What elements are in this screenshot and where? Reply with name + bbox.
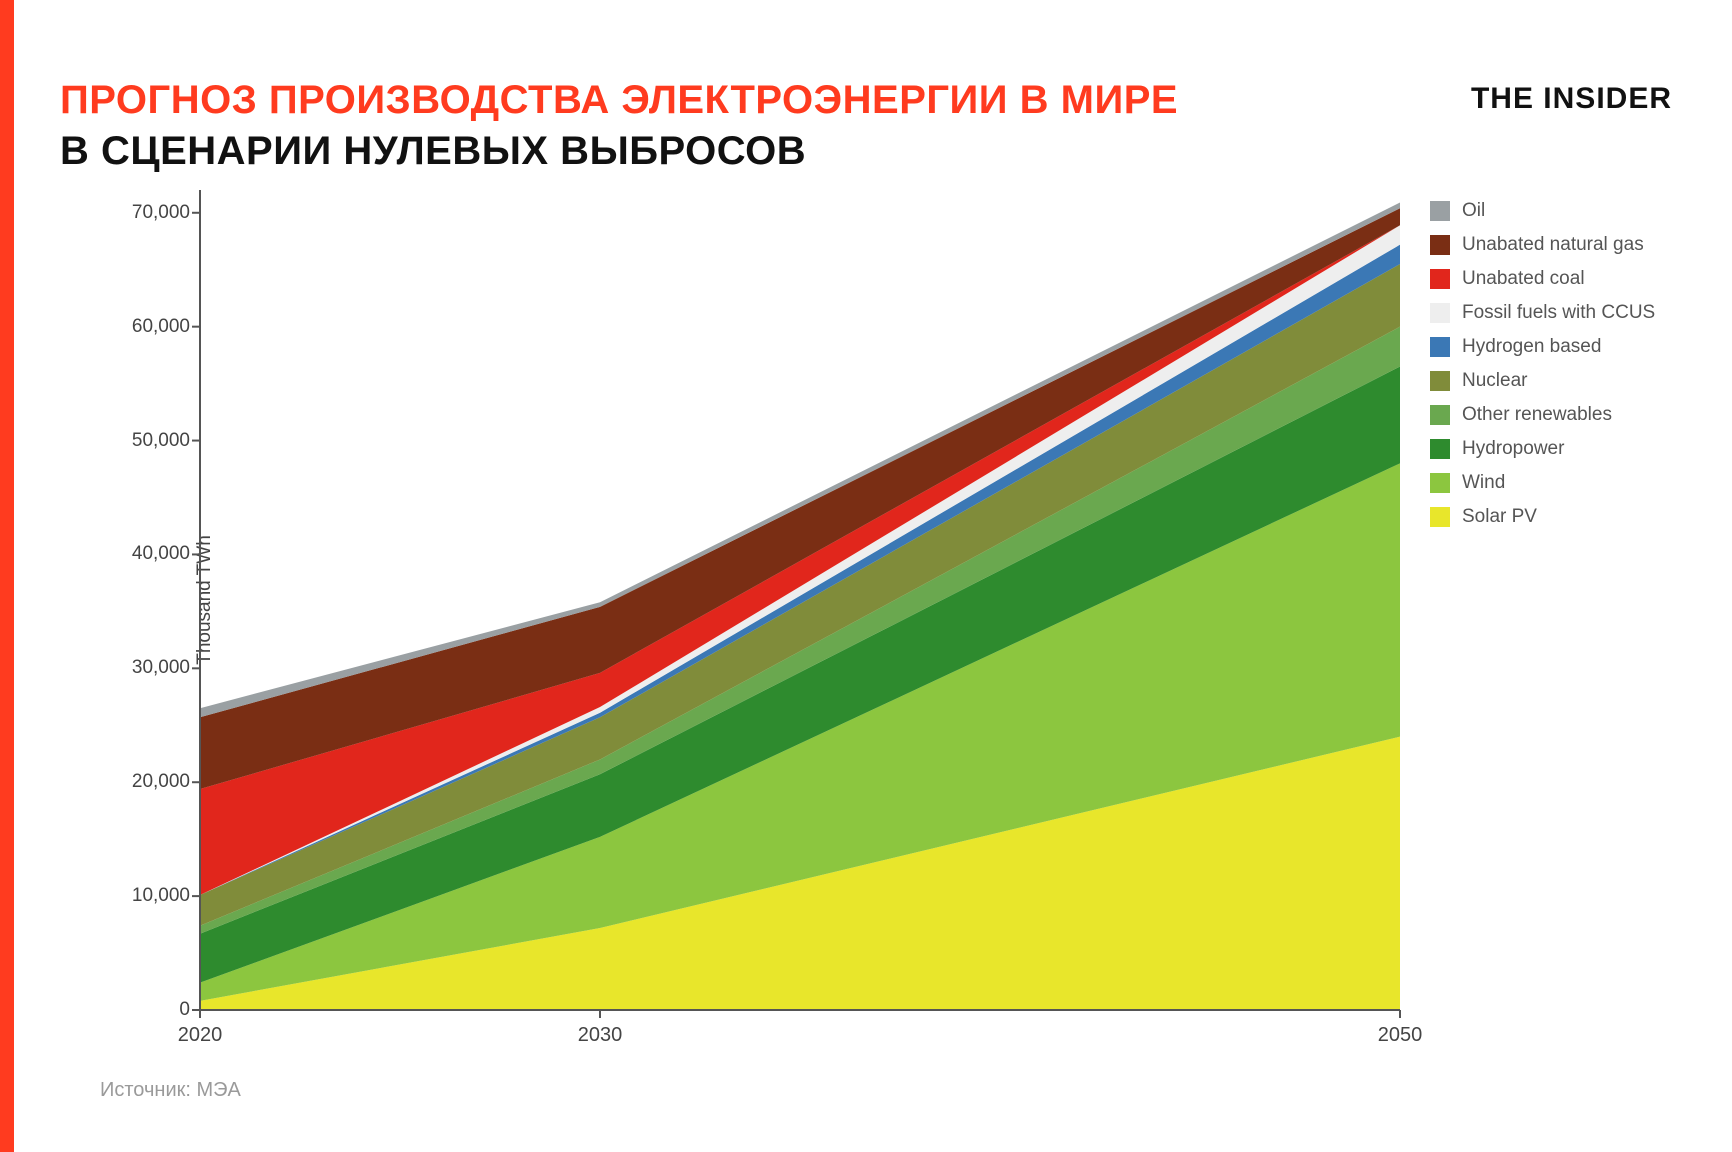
y-tick-label: 0 [179, 999, 190, 1021]
legend-swatch [1430, 405, 1450, 425]
title-line2: В СЦЕНАРИИ НУЛЕВЫХ ВЫБРОСОВ [60, 129, 1672, 174]
legend-swatch [1430, 235, 1450, 255]
legend: Oil Unabated natural gas Unabated coal Foss… [1430, 200, 1655, 540]
legend-item-unabated_gas: Unabated natural gas [1430, 234, 1655, 256]
legend-item-hydropower: Hydropower [1430, 438, 1655, 460]
y-tick-label: 60,000 [132, 316, 190, 338]
legend-item-solar_pv: Solar PV [1430, 506, 1655, 528]
legend-label: Hydrogen based [1462, 336, 1601, 358]
chart: Thousand TWh 010,00020,00030,00040,00050… [200, 190, 1400, 1010]
legend-item-wind: Wind [1430, 472, 1655, 494]
y-tick-label: 10,000 [132, 885, 190, 907]
legend-item-fossil_ccus: Fossil fuels with CCUS [1430, 302, 1655, 324]
legend-swatch [1430, 439, 1450, 459]
legend-item-other_renewables: Other renewables [1430, 404, 1655, 426]
legend-swatch [1430, 371, 1450, 391]
legend-swatch [1430, 337, 1450, 357]
legend-item-unabated_coal: Unabated coal [1430, 268, 1655, 290]
legend-label: Fossil fuels with CCUS [1462, 302, 1655, 324]
y-tick-label: 50,000 [132, 430, 190, 452]
x-tick-label: 2020 [178, 1024, 223, 1047]
legend-label: Unabated natural gas [1462, 234, 1644, 256]
source-attribution: Источник: МЭА [100, 1079, 241, 1102]
stacked-area-plot [200, 190, 1400, 1010]
y-tick-label: 30,000 [132, 657, 190, 679]
legend-label: Wind [1462, 472, 1505, 494]
legend-swatch [1430, 473, 1450, 493]
x-tick-label: 2030 [578, 1024, 623, 1047]
legend-label: Hydropower [1462, 438, 1564, 460]
legend-swatch [1430, 269, 1450, 289]
page: ПРОГНОЗ ПРОИЗВОДСТВА ЭЛЕКТРОЭНЕРГИИ В МИ… [0, 0, 1732, 1152]
y-tick-label: 20,000 [132, 771, 190, 793]
legend-label: Nuclear [1462, 370, 1527, 392]
accent-bar [0, 0, 14, 1152]
y-tick-label: 70,000 [132, 202, 190, 224]
legend-swatch [1430, 507, 1450, 527]
legend-label: Other renewables [1462, 404, 1612, 426]
legend-item-oil: Oil [1430, 200, 1655, 222]
legend-swatch [1430, 303, 1450, 323]
legend-item-hydrogen_based: Hydrogen based [1430, 336, 1655, 358]
header: ПРОГНОЗ ПРОИЗВОДСТВА ЭЛЕКТРОЭНЕРГИИ В МИ… [60, 78, 1672, 174]
title-line1: ПРОГНОЗ ПРОИЗВОДСТВА ЭЛЕКТРОЭНЕРГИИ В МИ… [60, 78, 1672, 123]
legend-label: Oil [1462, 200, 1485, 222]
brand-logo: THE INSIDER [1471, 82, 1672, 116]
legend-item-nuclear: Nuclear [1430, 370, 1655, 392]
legend-label: Unabated coal [1462, 268, 1585, 290]
legend-swatch [1430, 201, 1450, 221]
legend-label: Solar PV [1462, 506, 1537, 528]
y-tick-label: 40,000 [132, 543, 190, 565]
x-tick-label: 2050 [1378, 1024, 1423, 1047]
